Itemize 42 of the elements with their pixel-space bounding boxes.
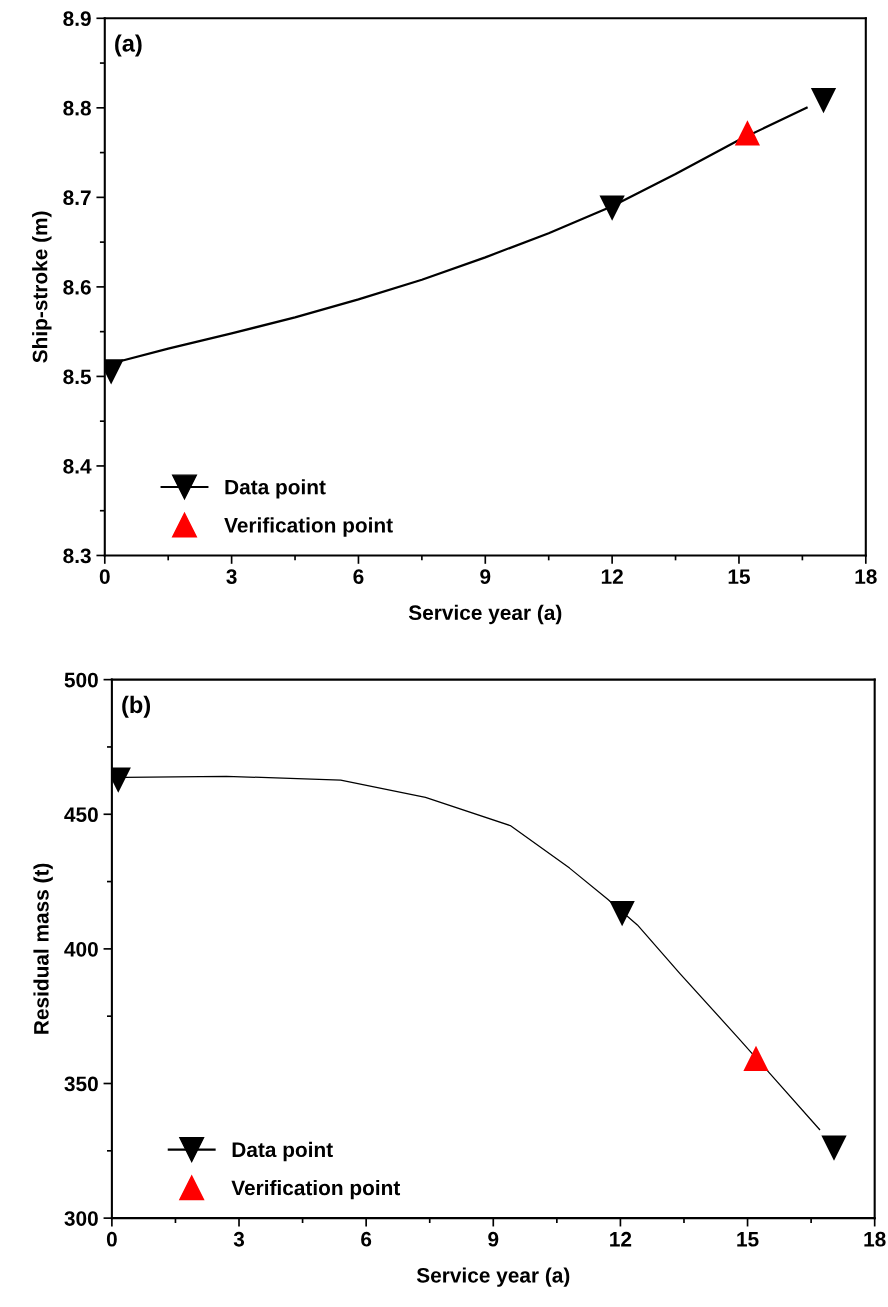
x-tick-label: 15 [728, 569, 750, 584]
y-tick-label: 500 [64, 672, 98, 688]
y-tick-label: 350 [64, 1076, 98, 1092]
y-axis-title: Residual mass (t) [33, 863, 53, 1034]
y-tick-label: 300 [64, 1211, 98, 1226]
y-tick-label: 8.6 [63, 279, 91, 295]
point [821, 1135, 847, 1161]
x-tick-label: 9 [480, 569, 491, 584]
x-tick-label: 15 [737, 1232, 759, 1247]
x-tick-label: 12 [610, 1231, 632, 1247]
legend-label: Data point [232, 1141, 333, 1162]
x-tick-label: 3 [226, 569, 237, 584]
y-axis-title: Ship-stroke (m) [32, 211, 52, 363]
x-tick-label: 6 [353, 569, 364, 584]
y-tick-label: 8.8 [63, 100, 91, 116]
x-tick-label: 0 [106, 1231, 117, 1247]
x-tick-label: 18 [855, 569, 877, 584]
x-tick-label: 0 [99, 569, 110, 584]
x-tick-label: 9 [488, 1231, 499, 1247]
x-tick-label: 6 [361, 1231, 372, 1247]
annotation: (b) [122, 695, 151, 718]
x-axis-title: Service year (a) [408, 604, 562, 625]
point [599, 195, 625, 221]
point [810, 88, 837, 114]
y-tick-label: 8.3 [63, 548, 91, 564]
legend-label: Verification point [224, 517, 393, 537]
y-tick-label: 8.4 [63, 458, 92, 474]
point [734, 120, 761, 146]
legend-label: Data point [225, 479, 326, 499]
y-tick-label: 8.5 [63, 369, 92, 385]
annotation: (a) [115, 34, 142, 57]
point [743, 1045, 769, 1072]
y-tick-label: 8.9 [63, 11, 91, 27]
y-tick-label: 8.7 [63, 190, 91, 206]
x-tick-label: 3 [233, 1231, 245, 1247]
y-tick-label: 450 [64, 807, 98, 823]
x-tick-label: 18 [864, 1231, 886, 1247]
y-tick-label: 400 [64, 941, 98, 957]
legend-label: Verification point [231, 1179, 401, 1200]
x-tick-label: 12 [601, 569, 623, 584]
point [609, 901, 635, 927]
x-axis-title: Service year (a) [416, 1267, 570, 1287]
